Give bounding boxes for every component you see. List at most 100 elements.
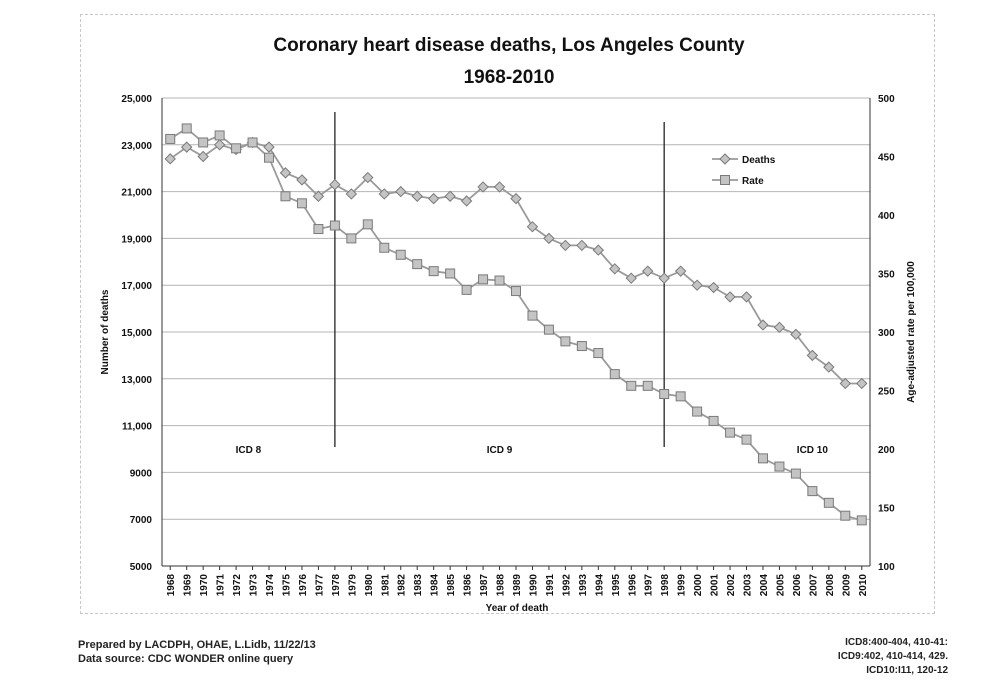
y-tick-left-label: 23,000 (121, 141, 152, 152)
y-tick-left-label: 11,000 (122, 422, 152, 433)
deaths-marker (312, 190, 325, 202)
icd10-codes: ICD10:I11, 120-12 (866, 665, 948, 676)
deaths-marker (691, 279, 703, 291)
rate-marker (576, 341, 587, 352)
chart-subtitle: 1968-2010 (464, 67, 555, 88)
x-tick-label: 2006 (792, 574, 803, 597)
x-tick-label: 1986 (463, 574, 474, 597)
x-tick-label: 2009 (841, 574, 852, 597)
x-axis-label: Year of death (486, 603, 549, 614)
x-tick-label: 1998 (660, 574, 671, 597)
y-axis-right-label: Age-adjusted rate per 100,000 (906, 261, 917, 403)
deaths-marker (740, 291, 753, 303)
y-tick-left-label: 19,000 (121, 234, 152, 245)
x-tick-label: 1973 (249, 574, 260, 597)
y-tick-left-label: 5000 (130, 562, 153, 573)
x-tick-label: 1999 (677, 574, 688, 597)
deaths-marker (856, 377, 868, 390)
deaths-marker (395, 185, 407, 198)
deaths-marker (477, 181, 489, 193)
rate-marker (708, 415, 719, 426)
deaths-marker (510, 192, 522, 205)
deaths-marker (164, 153, 176, 165)
rate-marker (642, 380, 653, 391)
x-tick-label: 1978 (331, 574, 342, 597)
deaths-marker (658, 272, 670, 284)
rate-marker (379, 242, 390, 253)
rate-marker (823, 497, 834, 508)
x-tick-label: 1988 (496, 574, 507, 597)
rate-marker (445, 268, 456, 279)
deaths-marker (707, 281, 720, 294)
rate-marker (527, 310, 538, 321)
deaths-marker (806, 349, 819, 362)
y-tick-left-label: 7000 (130, 515, 153, 526)
y-axis-left-label: Number of deaths (100, 289, 111, 374)
rate-marker (856, 515, 867, 526)
rate-marker (313, 224, 324, 235)
x-tick-label: 2004 (759, 574, 770, 597)
data-source-text: Data source: CDC WONDER online query (78, 653, 294, 665)
deaths-marker (411, 190, 423, 202)
rate-marker (428, 266, 439, 277)
deaths-marker (790, 328, 802, 341)
rate-marker (264, 152, 275, 163)
rate-marker (659, 389, 670, 400)
rate-marker (478, 274, 489, 285)
x-tick-label: 1991 (545, 574, 556, 597)
rate-marker (560, 336, 571, 347)
x-tick-label: 1981 (380, 574, 391, 597)
rate-marker (774, 461, 785, 472)
rate-marker (543, 324, 554, 335)
icd-period-label: ICD 10 (797, 445, 829, 456)
x-tick-label: 1970 (199, 574, 210, 597)
deaths-marker (427, 192, 440, 205)
x-tick-label: 2000 (693, 574, 704, 597)
deaths-marker (609, 263, 621, 275)
rate-marker (296, 198, 307, 209)
x-tick-label: 2008 (825, 574, 836, 597)
deaths-marker (773, 321, 786, 334)
x-tick-label: 1987 (479, 574, 490, 597)
y-tick-left-label: 25,000 (121, 94, 152, 105)
y-tick-right-label: 400 (878, 211, 895, 222)
x-tick-label: 1980 (364, 574, 375, 597)
rate-marker (757, 453, 768, 464)
y-tick-right-label: 200 (878, 445, 895, 456)
rate-marker (247, 137, 258, 148)
deaths-marker (460, 195, 473, 207)
rate-marker (181, 123, 192, 134)
deaths-marker (378, 188, 390, 200)
rate-marker (214, 130, 225, 141)
y-tick-right-label: 350 (878, 270, 895, 281)
rate-marker (840, 510, 851, 521)
y-tick-right-label: 450 (878, 153, 895, 164)
deaths-marker (592, 244, 605, 256)
chart-title: Coronary heart disease deaths, Los Angel… (273, 35, 745, 56)
deaths-marker (263, 141, 275, 153)
x-tick-label: 1985 (446, 574, 457, 597)
rate-marker (362, 219, 373, 230)
rate-marker (511, 286, 521, 297)
deaths-marker (180, 141, 193, 153)
deaths-marker (576, 239, 588, 252)
legend-label: Deaths (742, 155, 776, 166)
x-tick-label: 1983 (413, 574, 424, 597)
deaths-marker (543, 232, 555, 245)
x-tick-label: 1995 (611, 574, 622, 597)
rate-marker (412, 259, 423, 270)
deaths-marker (724, 291, 736, 303)
y-tick-left-label: 13,000 (121, 375, 152, 386)
rate-marker (280, 191, 291, 202)
x-tick-label: 2005 (775, 574, 786, 597)
footer-credits: Prepared by LACDPH, OHAE, L.Lidb, 11/22/… (78, 638, 316, 666)
deaths-marker (493, 181, 506, 193)
x-tick-label: 1997 (644, 574, 655, 597)
deaths-marker (279, 167, 292, 179)
icd8-codes: ICD8:400-404, 410-41: (845, 637, 948, 648)
deaths-marker (625, 272, 637, 284)
x-tick-label: 1992 (561, 574, 572, 597)
deaths-marker (674, 265, 687, 277)
y-tick-left-label: 21,000 (121, 188, 152, 199)
x-tick-label: 2003 (743, 574, 754, 597)
